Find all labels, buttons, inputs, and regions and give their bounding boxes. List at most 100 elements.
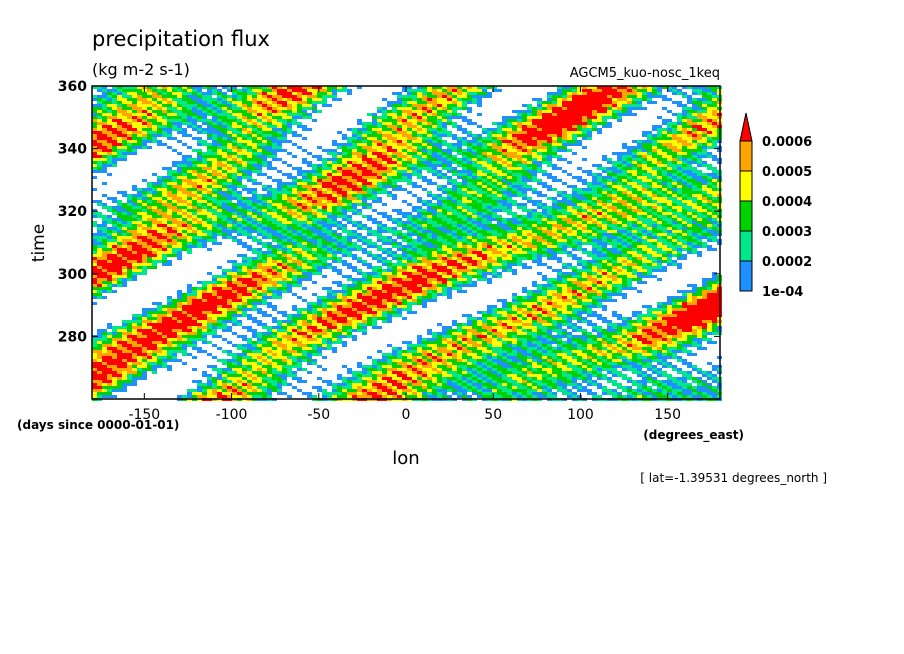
precip-cell [407, 176, 412, 179]
precip-cell [442, 188, 447, 191]
precip-cell [502, 134, 507, 137]
precip-cell [267, 209, 272, 212]
precip-cell [617, 116, 622, 119]
precip-cell [702, 197, 707, 200]
precip-cell [342, 164, 347, 167]
precip-cell [437, 92, 442, 95]
precip-cell [177, 164, 182, 167]
precip-cell [92, 107, 97, 110]
precip-cell [292, 188, 297, 191]
precip-cell [552, 128, 557, 131]
precip-cell [562, 182, 567, 185]
precip-cell [547, 92, 552, 95]
precip-cell [537, 182, 542, 185]
precip-cell [97, 161, 102, 164]
precip-cell [347, 173, 352, 176]
precip-cell [172, 113, 177, 116]
precip-cell [187, 107, 192, 110]
precip-cell [217, 203, 222, 206]
precip-cell [337, 170, 342, 173]
precip-cell [287, 227, 292, 230]
precip-cell [227, 185, 232, 188]
precip-cell [437, 200, 442, 203]
precip-cell [317, 221, 322, 224]
precip-cell [372, 209, 377, 212]
precip-cell [662, 212, 667, 215]
precip-cell [527, 110, 532, 113]
precip-cell [227, 188, 232, 191]
precip-cell [242, 215, 247, 218]
precip-cell [242, 224, 247, 227]
precip-cell [537, 107, 542, 110]
precip-cell [622, 89, 627, 92]
precip-cell [667, 218, 672, 221]
precip-cell [682, 179, 687, 182]
precip-cell [582, 146, 587, 149]
precip-cell [667, 197, 672, 200]
precip-cell [197, 125, 202, 128]
precip-cell [397, 161, 402, 164]
precip-cell [357, 176, 362, 179]
precip-cell [102, 146, 107, 149]
precip-cell [567, 161, 572, 164]
precip-cell [162, 89, 167, 92]
precip-cell [522, 206, 527, 209]
precip-cell [432, 146, 437, 149]
precip-cell [412, 143, 417, 146]
precip-cell [167, 128, 172, 131]
precip-cell [387, 101, 392, 104]
precip-cell [527, 200, 532, 203]
precip-cell [587, 215, 592, 218]
precip-cell [372, 197, 377, 200]
precip-cell [222, 143, 227, 146]
precip-cell [232, 143, 237, 146]
precip-cell [542, 149, 547, 152]
precip-cell [222, 167, 227, 170]
precip-cell [527, 179, 532, 182]
precip-cell [267, 116, 272, 119]
precip-cell [527, 104, 532, 107]
precip-cell [257, 215, 262, 218]
precip-cell [377, 134, 382, 137]
precip-cell [557, 119, 562, 122]
precip-cell [337, 173, 342, 176]
precip-cell [177, 98, 182, 101]
precip-cell [482, 209, 487, 212]
precip-cell [252, 152, 257, 155]
precip-cell [422, 146, 427, 149]
precip-cell [612, 170, 617, 173]
precip-cell [297, 173, 302, 176]
precip-cell [102, 161, 107, 164]
precip-cell [417, 149, 422, 152]
precip-cell [112, 95, 117, 98]
precip-cell [672, 113, 677, 116]
precip-cell [392, 92, 397, 95]
precip-cell [657, 218, 662, 221]
precip-cell [277, 101, 282, 104]
precip-cell [492, 188, 497, 191]
precip-cell [362, 161, 367, 164]
precip-cell [547, 125, 552, 128]
precip-cell [322, 179, 327, 182]
precip-cell [512, 119, 517, 122]
precip-cell [342, 227, 347, 230]
precip-cell [242, 161, 247, 164]
precip-cell [472, 203, 477, 206]
precip-cell [582, 98, 587, 101]
precip-cell [327, 89, 332, 92]
precip-cell [522, 176, 527, 179]
precip-cell [252, 203, 257, 206]
precip-cell [642, 215, 647, 218]
precip-cell [322, 86, 327, 89]
precip-cell [427, 110, 432, 113]
precip-cell [242, 113, 247, 116]
precip-cell [112, 143, 117, 146]
precip-cell [352, 206, 357, 209]
precip-cell [397, 101, 402, 104]
precip-cell [532, 200, 537, 203]
precip-cell [167, 221, 172, 224]
precip-cell [597, 110, 602, 113]
precip-cell [667, 158, 672, 161]
precip-cell [362, 188, 367, 191]
precip-cell [432, 98, 437, 101]
